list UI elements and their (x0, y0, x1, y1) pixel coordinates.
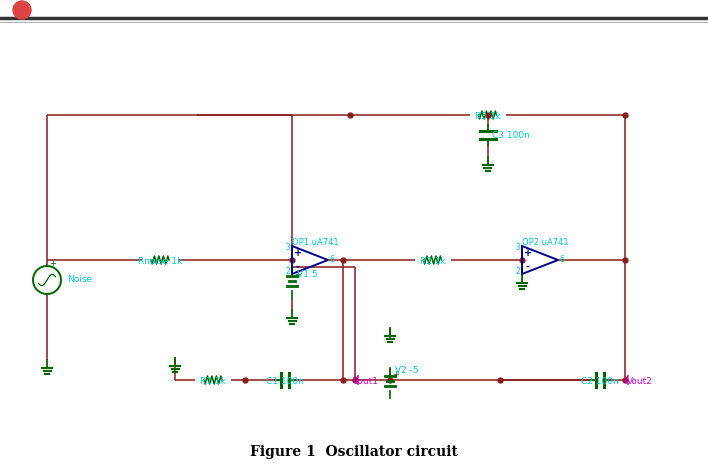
Text: +: + (294, 248, 302, 258)
Text: V1 5: V1 5 (297, 270, 317, 279)
Text: R3 1k: R3 1k (474, 112, 501, 121)
Text: R1 1k: R1 1k (200, 377, 226, 386)
Text: +: + (392, 370, 399, 379)
Circle shape (13, 1, 31, 19)
Text: R2 1k: R2 1k (420, 257, 445, 266)
Text: -: - (296, 262, 300, 272)
Text: 2: 2 (515, 268, 520, 276)
Text: V2 -5: V2 -5 (395, 366, 418, 375)
Text: -: - (526, 262, 530, 272)
Text: +: + (49, 259, 56, 268)
Text: Rnoise 1k: Rnoise 1k (138, 257, 182, 266)
Text: +: + (524, 248, 532, 258)
Text: 3: 3 (285, 243, 290, 253)
Text: Noise: Noise (67, 276, 92, 284)
Text: Vout2: Vout2 (627, 377, 653, 386)
Text: 6: 6 (560, 255, 565, 264)
Text: OP1 uA741: OP1 uA741 (292, 238, 338, 247)
Text: 6: 6 (330, 255, 335, 264)
Text: 2: 2 (285, 268, 290, 276)
Text: C2 100n: C2 100n (581, 377, 619, 386)
Text: +: + (294, 270, 301, 279)
Text: C1 100n: C1 100n (266, 377, 304, 386)
Text: Figure 1  Oscillator circuit: Figure 1 Oscillator circuit (250, 445, 458, 459)
Text: OP2 uA741: OP2 uA741 (522, 238, 569, 247)
Text: Vout1: Vout1 (353, 377, 379, 386)
Text: C3 100n: C3 100n (493, 130, 530, 140)
Text: 3: 3 (515, 243, 520, 253)
